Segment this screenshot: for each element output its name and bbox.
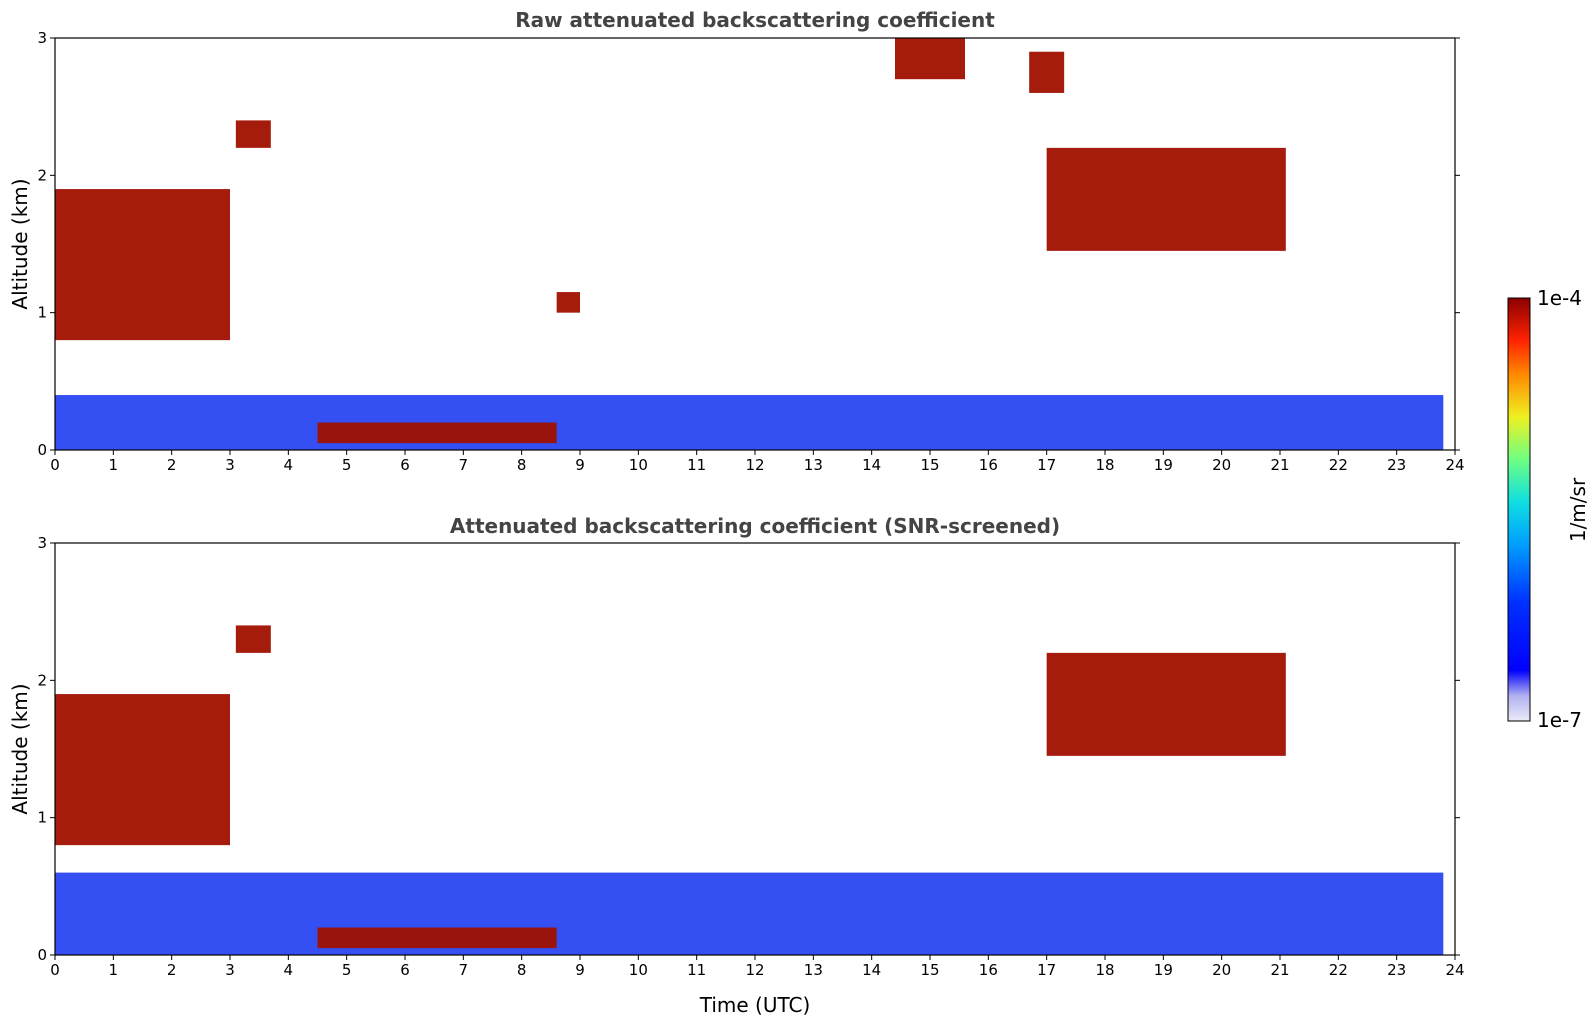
- x-tick-label: 24: [1445, 456, 1464, 474]
- x-tick-label: 15: [920, 961, 939, 979]
- x-tick-label: 11: [687, 961, 706, 979]
- y-axis-label: Altitude (km): [8, 178, 32, 309]
- y-axis-ticks: 0 1 2 3: [37, 534, 1460, 964]
- colorbar-min-label: 1e-7: [1537, 708, 1582, 732]
- panel-screened: Attenuated backscattering coefficient (S…: [8, 514, 1465, 1017]
- x-tick-label: 9: [575, 456, 585, 474]
- heatmap-feature: [55, 395, 1444, 450]
- x-tick-label: 3: [225, 456, 235, 474]
- x-tick-label: 8: [517, 456, 527, 474]
- x-tick-label: 20: [1212, 456, 1231, 474]
- x-tick-label: 3: [225, 961, 235, 979]
- heatmap-feature: [1046, 147, 1286, 251]
- chart-title: Attenuated backscattering coefficient (S…: [450, 514, 1060, 538]
- x-tick-label: 21: [1270, 456, 1289, 474]
- x-tick-label: 19: [1154, 456, 1173, 474]
- x-axis-ticks: 0 1 2 3 4 5 6 7 8 9 10 11 12 13 14 15 16 17 18 19 20 21 22 23 24: [50, 955, 1465, 979]
- x-tick-label: 5: [342, 456, 352, 474]
- colorbar: 1e-4 1e-7 1/m/sr: [1507, 286, 1590, 732]
- x-tick-label: 22: [1329, 456, 1348, 474]
- x-tick-label: 1: [109, 961, 119, 979]
- heatmap-feature: [235, 625, 271, 653]
- heatmap-feature: [55, 694, 230, 846]
- heatmap-feature: [317, 927, 557, 949]
- x-tick-label: 10: [629, 961, 648, 979]
- x-tick-label: 4: [284, 961, 294, 979]
- x-tick-label: 18: [1095, 961, 1114, 979]
- x-tick-label: 19: [1154, 961, 1173, 979]
- heatmap-raw: [55, 38, 1444, 450]
- x-tick-label: 21: [1270, 961, 1289, 979]
- heatmap-feature: [556, 292, 580, 313]
- y-tick-label: 0: [37, 441, 47, 459]
- x-tick-label: 8: [517, 961, 527, 979]
- y-tick-label: 2: [37, 166, 47, 184]
- x-tick-label: 6: [400, 961, 410, 979]
- x-tick-label: 14: [862, 961, 881, 979]
- x-tick-label: 24: [1445, 961, 1464, 979]
- x-tick-label: 12: [745, 456, 764, 474]
- x-tick-label: 16: [979, 961, 998, 979]
- heatmap-feature: [1046, 652, 1286, 756]
- colorbar-max-label: 1e-4: [1537, 286, 1582, 310]
- x-tick-label: 0: [50, 961, 60, 979]
- x-tick-label: 2: [167, 961, 177, 979]
- x-tick-label: 11: [687, 456, 706, 474]
- heatmap-feature: [317, 422, 557, 444]
- heatmap-feature: [1029, 51, 1065, 93]
- x-tick-label: 1: [109, 456, 119, 474]
- x-tick-label: 10: [629, 456, 648, 474]
- x-tick-label: 20: [1212, 961, 1231, 979]
- y-axis-ticks: 0 1 2 3: [37, 29, 1460, 459]
- x-tick-label: 0: [50, 456, 60, 474]
- heatmap-screened: [55, 625, 1444, 955]
- chart-title: Raw attenuated backscattering coefficien…: [515, 8, 995, 32]
- x-tick-label: 23: [1387, 456, 1406, 474]
- x-tick-label: 12: [745, 961, 764, 979]
- heatmap-feature: [895, 38, 965, 80]
- x-tick-label: 22: [1329, 961, 1348, 979]
- y-axis-label: Altitude (km): [8, 683, 32, 814]
- x-axis-label: Time (UTC): [699, 993, 811, 1017]
- x-axis-ticks: 0 1 2 3 4 5 6 7 8 9 10 11 12 13 14 15 16 17 18 19 20 21 22 23 24: [50, 450, 1465, 474]
- x-tick-label: 16: [979, 456, 998, 474]
- panel-raw: Raw attenuated backscattering coefficien…: [8, 8, 1465, 474]
- heatmap-feature: [55, 189, 230, 341]
- x-tick-label: 9: [575, 961, 585, 979]
- colorbar-unit-label: 1/m/sr: [1566, 477, 1590, 542]
- x-tick-label: 14: [862, 456, 881, 474]
- heatmap-feature: [235, 120, 271, 148]
- y-tick-label: 1: [37, 304, 47, 322]
- y-tick-label: 0: [37, 946, 47, 964]
- heatmap-feature: [55, 872, 1444, 955]
- x-tick-label: 18: [1095, 456, 1114, 474]
- y-tick-label: 2: [37, 671, 47, 689]
- x-tick-label: 15: [920, 456, 939, 474]
- x-tick-label: 7: [459, 961, 469, 979]
- y-tick-label: 1: [37, 809, 47, 827]
- x-tick-label: 13: [804, 456, 823, 474]
- x-tick-label: 6: [400, 456, 410, 474]
- y-tick-label: 3: [37, 534, 47, 552]
- x-tick-label: 13: [804, 961, 823, 979]
- x-tick-label: 4: [284, 456, 294, 474]
- x-tick-label: 2: [167, 456, 177, 474]
- x-tick-label: 5: [342, 961, 352, 979]
- y-tick-label: 3: [37, 29, 47, 47]
- x-tick-label: 17: [1037, 456, 1056, 474]
- colorbar-gradient: [1507, 297, 1531, 722]
- x-tick-label: 7: [459, 456, 469, 474]
- x-tick-label: 17: [1037, 961, 1056, 979]
- x-tick-label: 23: [1387, 961, 1406, 979]
